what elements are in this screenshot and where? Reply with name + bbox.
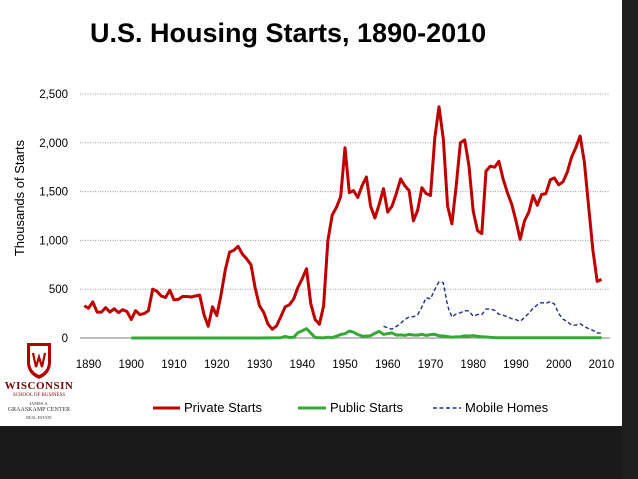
x-tick-label: 1970 [418,359,444,371]
y-tick-label: 1,500 [39,187,68,199]
logo-wisconsin: WISCONSIN [4,380,74,392]
bottom-frame-strip [0,426,622,479]
x-tick-label: 1890 [76,359,102,371]
right-frame-bar [622,0,638,479]
x-tick-label: 1920 [204,359,230,371]
series-line-mobile-homes [383,281,602,334]
logo-real-estate: REAL ESTATE [26,415,52,420]
legend-label: Private Starts [184,400,263,415]
slide: U.S. Housing Starts, 1890-2010 0 500 1,000… [4,18,615,424]
chart-svg: 0 500 1,000 1,500 2,000 2,500 1890 1900 1910 1920… [12,89,614,415]
x-tick-label: 1980 [460,359,486,371]
logo-james: JAMES A. [29,401,49,406]
series-group [83,105,603,340]
logo-graaskamp: GRAASKAMP CENTER [7,407,71,413]
legend-label: Mobile Homes [465,400,549,415]
wisconsin-logo: WISCONSIN SCHOOL OF BUSINESS JAMES A. GR… [4,340,74,424]
y-tick-label: 2,000 [39,138,68,150]
x-tick-label: 1990 [503,359,529,371]
axes: 0 500 1,000 1,500 2,000 2,500 1890 1900 1910 1920… [39,89,614,371]
y-tick-label: 0 [62,333,68,345]
x-tick-label: 2000 [546,359,572,371]
chart-title: U.S. Housing Starts, 1890-2010 [90,18,487,48]
x-tick-label: 1940 [289,359,315,371]
logo-school: SCHOOL OF BUSINESS [12,393,66,398]
x-tick-label: 2010 [589,359,615,371]
grid-lines [80,93,610,290]
uw-crest-icon [27,343,51,379]
series-line-public-starts [131,327,602,340]
x-tick-label: 1930 [247,359,273,371]
y-tick-label: 1,000 [39,235,68,247]
y-axis-label: Thousands of Starts [12,139,27,256]
series-line-private-starts [83,105,603,331]
y-tick-label: 2,500 [39,89,68,101]
y-tick-label: 500 [49,284,68,296]
x-tick-label: 1960 [375,359,401,371]
legend: Private Starts Public Starts Mobile Homes [153,400,549,415]
x-tick-label: 1910 [161,359,187,371]
x-tick-label: 1900 [118,359,144,371]
legend-label: Public Starts [330,400,403,415]
x-tick-label: 1950 [332,359,358,371]
